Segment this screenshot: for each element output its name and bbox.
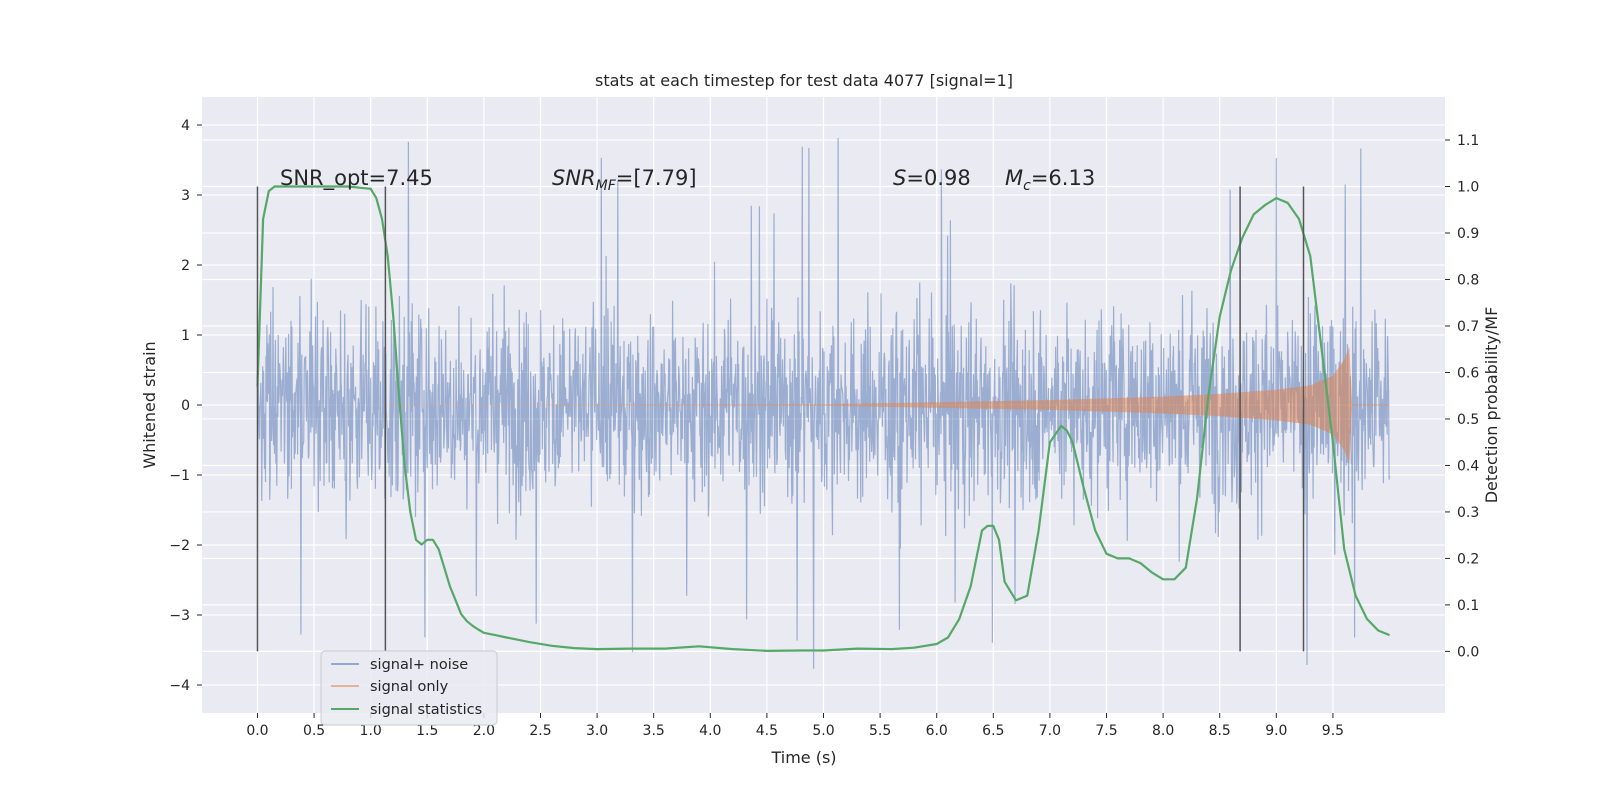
annotation-snr-mf: SNRMF=[7.79] [552,166,697,194]
y-axis-label: Whitened strain [140,341,159,468]
y-tick-label: −4 [169,678,190,694]
y2-tick-label: 0.3 [1457,505,1479,521]
chart-title: stats at each timestep for test data 407… [595,71,1013,90]
y2-tick-label: 0.7 [1457,319,1479,335]
y-tick-label: 0 [181,398,190,414]
y-axis-ticks: 4 3 2 1 0 −1 −2 −3 −4 [169,118,202,694]
x-tick-label: 6.5 [982,723,1004,739]
y2-tick-label: 0.2 [1457,551,1479,567]
snr-mf-sub: MF [596,178,617,194]
y-tick-label: 1 [181,328,190,344]
x-axis-ticks: 0.0 0.5 1.0 1.5 2.0 2.5 3.0 3.5 4.0 4.5 5.0 5.5 6.0 6… [246,713,1344,739]
x-tick-label: 5.5 [869,723,891,739]
y2-tick-label: 0.4 [1457,458,1479,474]
series-signal-noise [256,137,1391,669]
mc-var: M [1005,166,1023,190]
statistics-line [256,185,1390,652]
legend: signal+ noise signal only signal statist… [320,650,498,726]
x-tick-label: 4.5 [756,723,778,739]
y2-tick-label: 0.8 [1457,272,1479,288]
y2-tick-label: 0.9 [1457,226,1479,242]
mc-val: =6.13 [1031,166,1095,190]
series-signal-statistics [256,185,1390,652]
x-tick-label: 9.0 [1265,723,1287,739]
x-tick-label: 3.5 [643,723,665,739]
y2-tick-label: 0.0 [1457,644,1479,660]
x-tick-label: 2.5 [529,723,551,739]
x-tick-label: 1.0 [360,723,382,739]
s-val: =0.98 [906,166,970,190]
vertical-markers [256,186,1305,652]
signal-envelope [257,346,1353,464]
mc-sub: c [1023,178,1031,194]
x-tick-label: 0.0 [246,723,268,739]
series-signal-only [257,346,1390,464]
x-tick-label: 4.0 [699,723,721,739]
annotation-s: S=0.98 [893,166,971,190]
y-tick-label: 3 [181,188,190,204]
y-tick-label: 4 [181,118,190,134]
snr-mf-val: =[7.79] [616,166,697,190]
annotation-mc: Mc=6.13 [1005,166,1095,194]
x-tick-label: 8.5 [1209,723,1231,739]
snr-mf-base: SNR [552,166,596,190]
legend-entry-stats: signal statistics [370,702,482,718]
x-tick-label: 8.0 [1152,723,1174,739]
x-tick-label: 3.0 [586,723,608,739]
y2-tick-label: 1.1 [1457,133,1479,149]
y2-tick-label: 0.6 [1457,365,1479,381]
y2-tick-label: 0.1 [1457,598,1479,614]
x-tick-label: 7.5 [1095,723,1117,739]
y2-tick-label: 0.5 [1457,412,1479,428]
x-axis-label: Time (s) [770,748,836,767]
legend-entry-noise: signal+ noise [370,657,468,673]
x-tick-label: 7.0 [1039,723,1061,739]
x-tick-label: 1.5 [416,723,438,739]
y2-tick-label: 1.0 [1457,179,1479,195]
annotation-snr-opt: SNR_opt=7.45 [280,166,433,191]
x-tick-label: 5.0 [812,723,834,739]
legend-box [320,650,498,726]
x-tick-label: 6.0 [926,723,948,739]
y-tick-label: −2 [169,538,190,554]
y2-axis-label: Detection probability/MF [1482,307,1501,504]
legend-entry-signal: signal only [370,679,449,695]
y-tick-label: −1 [169,468,190,484]
y2-axis-ticks: 1.1 1.0 0.9 0.8 0.7 0.6 0.5 0.4 0.3 0.2 0.1 0.0 [1445,133,1479,660]
x-tick-label: 0.5 [303,723,325,739]
y-tick-label: 2 [181,258,190,274]
noise-trace [256,137,1391,669]
x-tick-label: 9.5 [1322,723,1344,739]
y-tick-label: −3 [169,608,190,624]
s-var: S [893,166,906,190]
x-tick-label: 2.0 [473,723,495,739]
